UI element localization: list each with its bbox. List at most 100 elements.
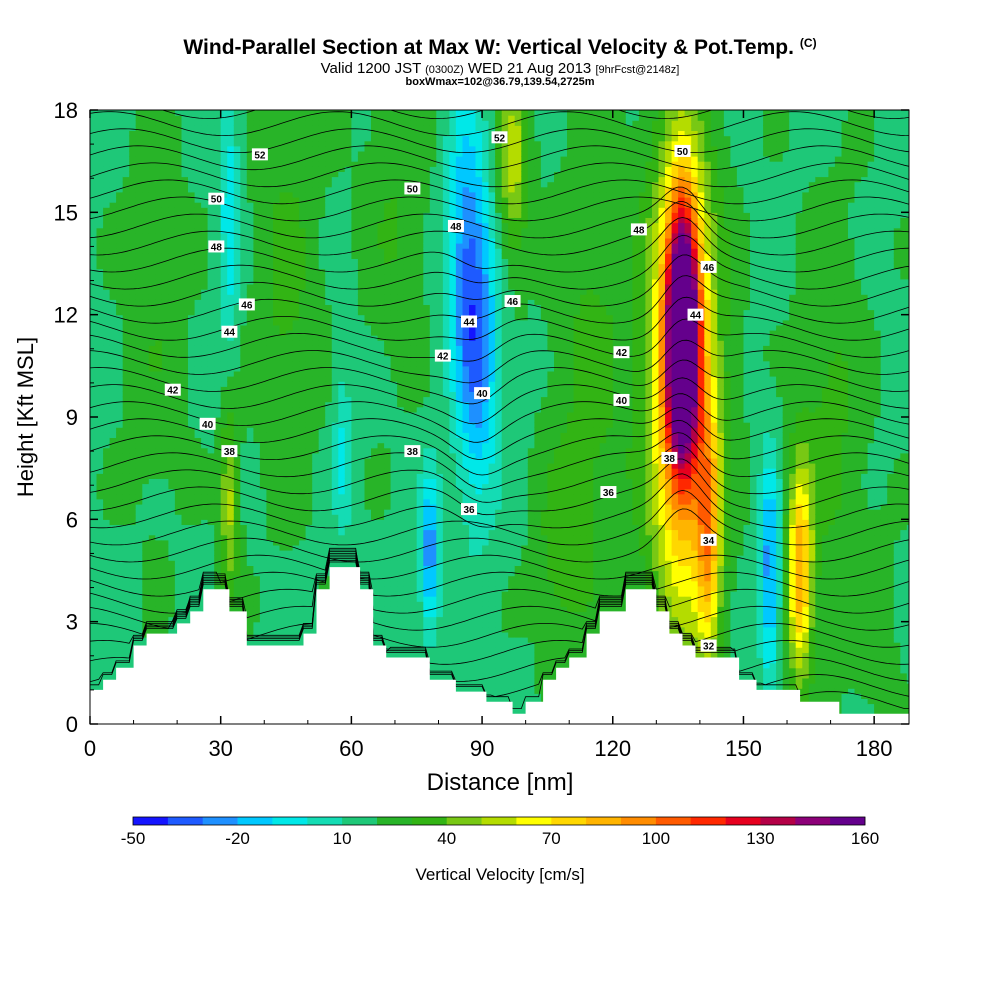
velocity-cell bbox=[227, 181, 235, 188]
velocity-cell bbox=[122, 509, 130, 515]
velocity-cell bbox=[161, 309, 169, 316]
velocity-cell bbox=[351, 125, 359, 131]
velocity-cell bbox=[299, 483, 307, 490]
velocity-cell bbox=[188, 514, 196, 520]
velocity-cell bbox=[266, 370, 274, 377]
velocity-cell bbox=[312, 488, 320, 495]
velocity-cell bbox=[331, 212, 339, 218]
velocity-cell bbox=[194, 498, 202, 505]
velocity-cell bbox=[331, 135, 339, 142]
velocity-cell bbox=[142, 637, 150, 643]
velocity-cell bbox=[96, 422, 104, 428]
velocity-cell bbox=[351, 401, 359, 408]
velocity-cell bbox=[96, 652, 104, 659]
velocity-cell bbox=[90, 560, 98, 566]
velocity-cell bbox=[220, 202, 228, 208]
velocity-cell bbox=[259, 304, 267, 311]
velocity-cell bbox=[181, 447, 189, 454]
velocity-cell bbox=[233, 294, 241, 300]
velocity-cell bbox=[266, 611, 274, 618]
velocity-cell bbox=[325, 335, 333, 341]
velocity-cell bbox=[174, 120, 182, 126]
velocity-cell bbox=[96, 171, 104, 178]
velocity-cell bbox=[253, 585, 261, 592]
velocity-cell bbox=[312, 493, 320, 500]
velocity-cell bbox=[174, 411, 182, 418]
velocity-cell bbox=[122, 115, 130, 121]
velocity-cell bbox=[338, 330, 346, 336]
velocity-cell bbox=[90, 324, 98, 331]
velocity-cell bbox=[90, 575, 98, 582]
velocity-cell bbox=[273, 212, 281, 218]
velocity-cell bbox=[227, 463, 235, 469]
velocity-cell bbox=[174, 585, 182, 592]
velocity-cell bbox=[246, 381, 254, 387]
velocity-cell bbox=[122, 432, 130, 438]
velocity-cell bbox=[279, 519, 287, 525]
velocity-cell bbox=[109, 304, 117, 311]
velocity-cell bbox=[96, 304, 104, 311]
velocity-cell bbox=[96, 232, 104, 239]
velocity-cell bbox=[338, 463, 346, 469]
velocity-cell bbox=[129, 432, 137, 438]
velocity-cell bbox=[357, 355, 365, 362]
velocity-cell bbox=[312, 120, 320, 126]
velocity-cell bbox=[299, 314, 307, 321]
velocity-cell bbox=[122, 335, 130, 341]
velocity-cell bbox=[201, 115, 209, 121]
velocity-cell bbox=[292, 156, 300, 162]
velocity-cell bbox=[292, 120, 300, 126]
velocity-cell bbox=[201, 222, 209, 229]
velocity-cell bbox=[90, 120, 98, 126]
velocity-cell bbox=[103, 284, 111, 290]
velocity-cell bbox=[325, 386, 333, 392]
velocity-cell bbox=[266, 330, 274, 336]
velocity-cell bbox=[142, 396, 150, 403]
velocity-cell bbox=[318, 120, 326, 126]
velocity-cell bbox=[214, 463, 222, 469]
velocity-cell bbox=[351, 488, 359, 495]
velocity-cell bbox=[207, 186, 215, 193]
velocity-cell bbox=[116, 176, 124, 183]
velocity-cell bbox=[273, 427, 281, 433]
velocity-cell bbox=[96, 417, 104, 423]
velocity-cell bbox=[214, 524, 222, 531]
velocity-cell bbox=[279, 478, 287, 485]
velocity-cell bbox=[273, 350, 281, 357]
velocity-cell bbox=[155, 452, 163, 459]
velocity-cell bbox=[103, 457, 111, 464]
velocity-cell bbox=[292, 601, 300, 607]
velocity-cell bbox=[312, 550, 320, 556]
velocity-cell bbox=[142, 529, 150, 536]
velocity-cell bbox=[305, 447, 313, 454]
velocity-cell bbox=[135, 340, 143, 346]
velocity-cell bbox=[214, 294, 222, 300]
velocity-cell bbox=[174, 145, 182, 152]
velocity-cell bbox=[227, 432, 235, 438]
velocity-cell bbox=[116, 493, 124, 500]
velocity-cell bbox=[253, 115, 261, 121]
velocity-cell bbox=[351, 186, 359, 193]
velocity-cell bbox=[259, 278, 267, 285]
velocity-cell bbox=[129, 401, 137, 408]
velocity-cell bbox=[253, 335, 261, 341]
velocity-cell bbox=[155, 324, 163, 331]
velocity-cell bbox=[135, 417, 143, 423]
velocity-cell bbox=[129, 145, 137, 152]
velocity-cell bbox=[299, 161, 307, 167]
velocity-cell bbox=[116, 401, 124, 408]
velocity-cell bbox=[103, 447, 111, 454]
velocity-cell bbox=[135, 463, 143, 469]
velocity-cell bbox=[214, 386, 222, 392]
velocity-cell bbox=[201, 335, 209, 341]
velocity-cell bbox=[331, 509, 339, 515]
velocity-cell bbox=[168, 289, 176, 295]
velocity-cell bbox=[207, 110, 215, 116]
velocity-cell bbox=[148, 585, 156, 592]
velocity-cell bbox=[286, 478, 294, 485]
velocity-cell bbox=[286, 237, 294, 244]
velocity-cell bbox=[292, 422, 300, 428]
velocity-cell bbox=[155, 130, 163, 137]
velocity-cell bbox=[181, 550, 189, 556]
velocity-cell bbox=[142, 524, 150, 531]
